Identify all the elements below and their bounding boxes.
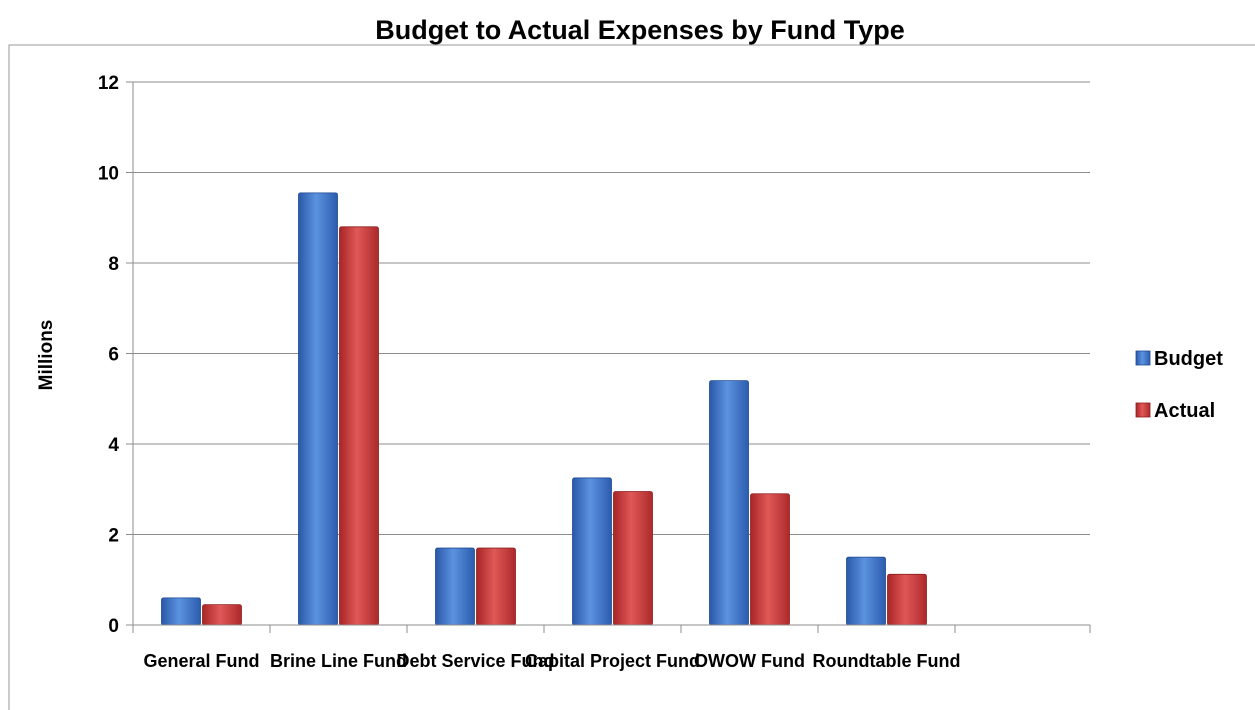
y-tick-label: 0: [108, 616, 119, 637]
bar-actual-1: [339, 226, 379, 626]
x-category-label: Capital Project Fund: [525, 651, 700, 671]
bar-budget-4: [709, 380, 749, 626]
chart-border: [8, 44, 1255, 710]
bar-actual-4: [750, 493, 790, 626]
bar-actual-5: [887, 573, 927, 626]
y-tick-labels: 0 2 4 6 8 10 12: [98, 73, 120, 637]
y-axis-label: Millions: [36, 320, 57, 391]
bar-budget-1: [298, 192, 338, 626]
x-category-label: Roundtable Fund: [813, 651, 961, 671]
legend: Budget Actual: [1135, 348, 1223, 422]
gridlines: [133, 81, 1090, 535]
y-tick-label: 2: [108, 526, 119, 547]
bar-actual-2: [476, 547, 516, 626]
legend-swatch-budget: [1135, 350, 1151, 366]
bar-actual-3: [613, 491, 653, 626]
x-category-label: OWOW Fund: [694, 651, 805, 671]
y-tick-label: 10: [98, 164, 119, 185]
y-tick-label: 4: [108, 435, 119, 456]
bar-budget-0: [161, 597, 201, 626]
bar-budget-3: [572, 477, 612, 626]
axes: [126, 81, 1091, 633]
y-tick-label: 6: [108, 345, 119, 366]
x-category-label: Brine Line Fund: [270, 651, 407, 671]
bar-actual-0: [202, 604, 242, 626]
y-tick-label: 8: [108, 254, 119, 275]
legend-label-budget: Budget: [1154, 348, 1223, 370]
x-category-label: General Fund: [143, 651, 259, 671]
bar-budget-5: [846, 556, 886, 626]
chart-title: Budget to Actual Expenses by Fund Type: [375, 15, 905, 45]
legend-swatch-actual: [1135, 402, 1151, 418]
legend-label-actual: Actual: [1154, 400, 1215, 422]
x-category-label: Debt Service Fund: [396, 651, 554, 671]
bar-budget-2: [435, 547, 475, 626]
bars: [161, 192, 927, 626]
y-tick-label: 12: [98, 73, 119, 94]
